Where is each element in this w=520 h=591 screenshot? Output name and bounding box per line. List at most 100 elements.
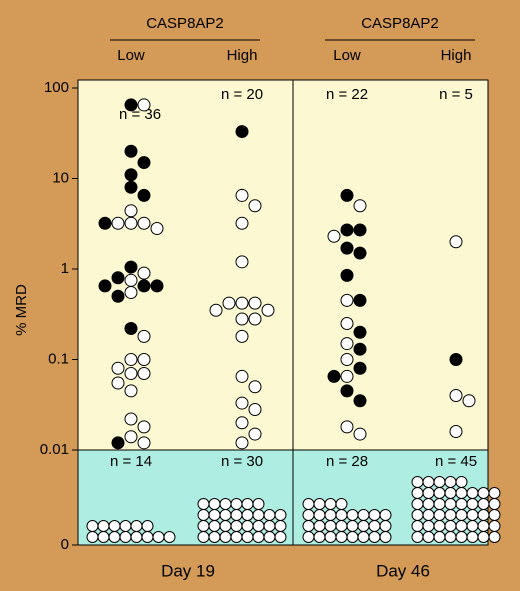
group-label: Low	[333, 47, 361, 64]
y-tick-label: 100	[44, 79, 69, 96]
undetectable-dot	[219, 520, 232, 532]
dot	[137, 156, 151, 170]
undetectable-dot	[97, 520, 110, 532]
undetectable-dot	[422, 487, 435, 499]
undetectable-dot	[263, 520, 276, 532]
undetectable-dot	[274, 509, 287, 521]
undetectable-dot	[241, 520, 254, 532]
y-tick-label: 10	[52, 169, 69, 186]
dot	[124, 216, 138, 230]
dot	[137, 367, 151, 381]
detectable-panel	[78, 80, 488, 450]
undetectable-dot	[130, 520, 143, 532]
undetectable-dot	[263, 509, 276, 521]
group-label: Low	[117, 47, 145, 64]
n-label: n = 30	[221, 453, 263, 470]
undetectable-dot	[119, 531, 132, 543]
undetectable-dot	[444, 487, 457, 499]
undetectable-dot	[274, 520, 287, 532]
dot	[111, 436, 125, 450]
undetectable-dot	[455, 487, 468, 499]
undetectable-dot	[346, 509, 359, 521]
undetectable-dot	[411, 487, 424, 499]
undetectable-dot	[411, 509, 424, 521]
dot	[124, 384, 138, 398]
undetectable-dot	[411, 476, 424, 488]
undetectable-dot	[488, 531, 501, 543]
dot	[137, 329, 151, 343]
undetectable-dot	[411, 531, 424, 543]
dot	[235, 255, 249, 269]
undetectable-dot	[433, 531, 446, 543]
undetectable-dot	[444, 531, 457, 543]
undetectable-dot	[422, 498, 435, 510]
dot	[340, 353, 354, 366]
dot	[222, 296, 236, 310]
n-label: n = 45	[435, 453, 477, 470]
panel-header: CASP8AP2	[146, 15, 224, 32]
y-tick-label: 0.01	[40, 441, 69, 458]
group-label: High	[227, 47, 258, 64]
undetectable-dot	[433, 487, 446, 499]
dot	[462, 394, 476, 408]
undetectable-dot	[433, 520, 446, 532]
dot	[449, 425, 463, 439]
dot	[209, 303, 223, 317]
panel-title: Day 19	[161, 561, 215, 580]
undetectable-dot	[422, 509, 435, 521]
dot	[340, 241, 354, 255]
n-label: n = 20	[221, 86, 263, 103]
dot	[248, 312, 262, 326]
dot	[124, 412, 138, 426]
dot	[124, 204, 138, 218]
undetectable-dot	[241, 498, 254, 510]
dot	[137, 98, 151, 112]
undetectable-dot	[252, 531, 265, 543]
dot	[124, 260, 138, 274]
undetectable-dot	[466, 509, 479, 521]
dot	[248, 380, 262, 394]
dot	[124, 353, 138, 366]
undetectable-dot	[477, 531, 490, 543]
undetectable-dot	[455, 476, 468, 488]
undetectable-dot	[346, 520, 359, 532]
undetectable-dot	[230, 531, 243, 543]
undetectable-dot	[108, 531, 121, 543]
undetectable-dot	[324, 509, 337, 521]
undetectable-dot	[335, 509, 348, 521]
dot	[248, 403, 262, 417]
dot	[111, 271, 125, 285]
dot	[353, 342, 367, 356]
undetectable-dot	[141, 520, 154, 532]
dot	[124, 430, 138, 444]
dot	[98, 279, 112, 293]
n-label: n = 22	[326, 86, 368, 103]
undetectable-dot	[477, 498, 490, 510]
undetectable-dot	[302, 498, 315, 510]
undetectable-dot	[324, 520, 337, 532]
undetectable-dot	[197, 531, 210, 543]
dot	[235, 416, 249, 430]
undetectable-dot	[163, 531, 176, 543]
n-label: n = 5	[439, 86, 473, 103]
undetectable-dot	[219, 531, 232, 543]
dot	[124, 285, 138, 299]
dot	[235, 329, 249, 343]
undetectable-dot	[411, 520, 424, 532]
dot	[340, 420, 354, 434]
undetectable-dot	[433, 509, 446, 521]
undetectable-dot	[466, 520, 479, 532]
undetectable-dot	[252, 498, 265, 510]
dot	[111, 361, 125, 375]
undetectable-dot	[368, 520, 381, 532]
dot	[340, 369, 354, 383]
undetectable-dot	[252, 509, 265, 521]
undetectable-dot	[444, 476, 457, 488]
dot	[340, 223, 354, 237]
undetectable-dot	[422, 476, 435, 488]
dot	[137, 353, 151, 366]
dot	[137, 216, 151, 230]
undetectable-dot	[411, 498, 424, 510]
dot	[353, 394, 367, 408]
undetectable-dot	[379, 520, 392, 532]
